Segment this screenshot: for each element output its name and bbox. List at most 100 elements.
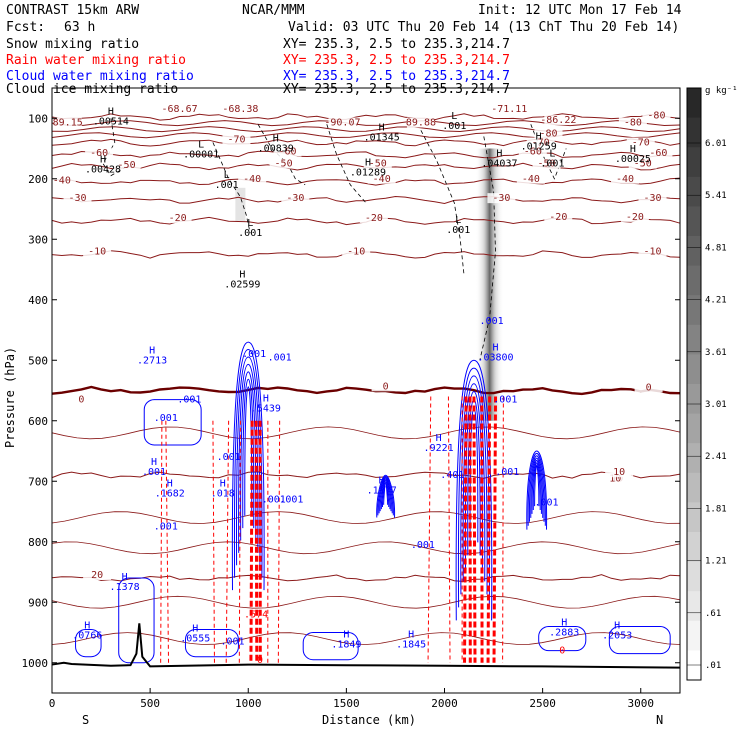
extremum-mark-10: H bbox=[496, 149, 502, 160]
temperature-label-bg-23 bbox=[516, 173, 545, 184]
temperature-label-35: -10 bbox=[643, 246, 661, 257]
y-tick-label-500: 500 bbox=[28, 354, 48, 367]
colorbar-tick-7: 1.81 bbox=[705, 504, 727, 514]
contour-labels: -68.67 -68.38 -71.11 -86.22 -90.07 89.15 89.88… bbox=[47, 104, 673, 666]
model-title: CONTRAST 15km ARW bbox=[6, 3, 139, 18]
temperature-contours bbox=[51, 113, 681, 645]
extremum-value-44: .574 bbox=[244, 609, 268, 620]
temperature-label-23: -40 bbox=[522, 174, 540, 185]
temperature-label-bg-40 bbox=[67, 394, 96, 405]
extremum-mark-23: H bbox=[84, 621, 90, 632]
colorbar-band-8 bbox=[687, 324, 701, 355]
extremum-mark-16: H bbox=[493, 342, 499, 353]
temperature-label-26: -40 bbox=[53, 176, 71, 187]
temperature-label-bg-17 bbox=[628, 158, 657, 169]
cloud-contour-2-2 bbox=[378, 477, 393, 514]
y-tick-label-700: 700 bbox=[28, 475, 48, 488]
x-tick-label-0: 0 bbox=[49, 697, 56, 710]
temperature-label-bg-0 bbox=[165, 104, 194, 115]
cloud-low-loop-2 bbox=[302, 632, 359, 661]
extremum-mark-15: H bbox=[149, 345, 155, 356]
endpoint-right: N bbox=[656, 713, 663, 727]
temperature-label-9: -80 bbox=[539, 128, 557, 139]
rain-shaft-2 bbox=[212, 420, 215, 663]
rain-shaft-10 bbox=[427, 396, 432, 663]
temperature-label-bg-27 bbox=[638, 193, 667, 204]
temperature-label-33: -20 bbox=[365, 213, 383, 224]
cloud-contour-1-3 bbox=[462, 383, 486, 582]
colorbar-band-5 bbox=[687, 236, 701, 267]
cloud-contour-2-0 bbox=[376, 474, 396, 518]
temperature-label-bg-14 bbox=[518, 146, 547, 157]
cloud-low-loop-3 bbox=[538, 625, 587, 652]
colorbar-tick-2: 4.81 bbox=[705, 243, 727, 253]
temperature-label-bg-20 bbox=[269, 158, 298, 169]
extremum-mark-12: L bbox=[247, 218, 253, 229]
temperature-label-38: 0 bbox=[646, 383, 652, 394]
x-tick-label-3000: 3000 bbox=[628, 697, 655, 710]
cloud-contour-2-5 bbox=[381, 481, 390, 508]
x-tick-label-500: 500 bbox=[140, 697, 160, 710]
temperature-label-bg-38 bbox=[634, 382, 663, 393]
temperature-label-bg-34 bbox=[163, 213, 192, 224]
y-tick-label-300: 300 bbox=[28, 233, 48, 246]
field-xy-snow: XY= 235.3, 2.5 to 235.3,214.7 bbox=[283, 37, 510, 52]
temperature-label-43: 10 bbox=[613, 467, 625, 478]
extremum-value-42: .001 bbox=[154, 522, 178, 533]
cloud-contour-3-2 bbox=[528, 455, 545, 522]
rain-shaft-11 bbox=[447, 396, 451, 663]
org-label: NCAR/MMM bbox=[242, 3, 305, 18]
extremum-value-3: .00839 bbox=[258, 144, 294, 155]
y-axis-title: Pressure (hPa) bbox=[3, 347, 17, 448]
y-tick-label-200: 200 bbox=[28, 173, 48, 186]
temperature-contour-10 bbox=[51, 471, 681, 479]
temperature-label-40: 0 bbox=[78, 395, 84, 406]
temperature-contour--60 bbox=[51, 150, 681, 159]
colorbar-band-13 bbox=[687, 472, 701, 503]
temperature-label-bg-16 bbox=[85, 147, 114, 158]
extremum-value-4: .01345 bbox=[364, 133, 400, 144]
temperature-label-bg-13 bbox=[644, 147, 673, 158]
rain-shaft-1 bbox=[165, 420, 170, 663]
colorbar-band-3 bbox=[687, 176, 701, 207]
temperature-label-32: -20 bbox=[549, 212, 567, 223]
temperature-label-bg-30 bbox=[63, 193, 92, 204]
temperature-label-14: -60 bbox=[524, 147, 542, 158]
terrain-line bbox=[51, 623, 681, 669]
colorbar: 6.01 5.41 4.81 4.21 3.61 3.01 2.41 1.81 1.21 .61.… bbox=[686, 87, 727, 681]
temperature-contour-low-1 bbox=[51, 511, 681, 524]
ice-contour-4 bbox=[420, 130, 465, 276]
temperature-label-22: -40 bbox=[616, 174, 634, 185]
temperature-label-15: -60 bbox=[278, 147, 296, 158]
temperature-label-bg-12 bbox=[222, 134, 251, 145]
cloud-contour-2-1 bbox=[377, 475, 394, 516]
colorbar-tick-9: .61 bbox=[705, 609, 721, 619]
colorbar-tick-10: .01 bbox=[705, 661, 721, 671]
x-tick-label-2000: 2000 bbox=[431, 697, 458, 710]
plot-area: -68.67 -68.38 -71.11 -86.22 -90.07 89.15 89.88… bbox=[47, 87, 681, 694]
temperature-label-bg-24 bbox=[367, 173, 396, 184]
extremum-mark-28: H bbox=[614, 621, 620, 632]
extremum-mark-26: H bbox=[408, 630, 414, 641]
x-tick-label-1500: 1500 bbox=[333, 697, 360, 710]
extremum-value-27: .2883 bbox=[549, 628, 579, 639]
colorbar-band-9 bbox=[687, 354, 701, 385]
terrain-profile bbox=[51, 623, 681, 669]
extremum-mark-20: H bbox=[436, 433, 442, 444]
colorbar-band-1 bbox=[687, 117, 701, 148]
extremum-mark-22: H bbox=[122, 572, 128, 583]
extremum-mark-25: H bbox=[343, 630, 349, 641]
temperature-label-27: -30 bbox=[643, 193, 661, 204]
colorbar-tick-3: 4.21 bbox=[705, 296, 727, 306]
temperature-label-bg-37 bbox=[83, 246, 112, 257]
temperature-label-8: -80 bbox=[624, 118, 642, 129]
temperature-label-bg-15 bbox=[273, 146, 302, 157]
temperature-label-7: -80 bbox=[647, 110, 665, 121]
temperature-label-11: -70 bbox=[532, 137, 550, 148]
extremum-value-23: .0766 bbox=[72, 631, 102, 642]
colorbar-tick-1: 5.41 bbox=[705, 191, 727, 201]
cloud-contour-2-3 bbox=[379, 478, 392, 512]
extremum-value-25: .1849 bbox=[331, 640, 361, 651]
colorbar-band-12 bbox=[687, 443, 701, 474]
